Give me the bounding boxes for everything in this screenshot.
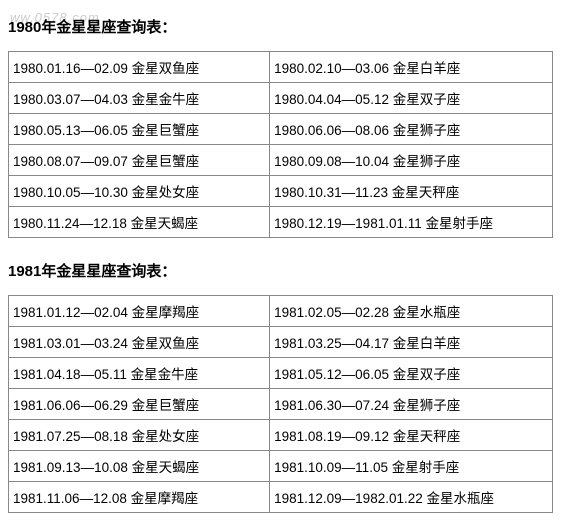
table-cell: 1981.04.18—05.11 金星金牛座 bbox=[9, 358, 270, 389]
table-row: 1981.04.18—05.11 金星金牛座 1981.05.12—06.05 … bbox=[9, 358, 553, 389]
table-cell: 1980.05.13—06.05 金星巨蟹座 bbox=[9, 114, 270, 145]
table-cell: 1981.01.12—02.04 金星摩羯座 bbox=[9, 296, 270, 327]
table-cell: 1981.06.06—06.29 金星巨蟹座 bbox=[9, 389, 270, 420]
table-cell: 1981.07.25—08.18 金星处女座 bbox=[9, 420, 270, 451]
table-cell: 1981.08.19—09.12 金星天秤座 bbox=[270, 420, 553, 451]
table-cell: 1980.10.05—10.30 金星处女座 bbox=[9, 176, 270, 207]
table-cell: 1980.04.04—05.12 金星双子座 bbox=[270, 83, 553, 114]
section-1980: 1980年金星星座查询表： 1980.01.16—02.09 金星双鱼座 198… bbox=[8, 16, 553, 238]
table-cell: 1980.09.08—10.04 金星狮子座 bbox=[270, 145, 553, 176]
table-cell: 1981.12.09—1982.01.22 金星水瓶座 bbox=[270, 482, 553, 513]
table-cell: 1980.06.06—08.06 金星狮子座 bbox=[270, 114, 553, 145]
table-cell: 1980.11.24—12.18 金星天蝎座 bbox=[9, 207, 270, 238]
table-row: 1981.06.06—06.29 金星巨蟹座 1981.06.30—07.24 … bbox=[9, 389, 553, 420]
table-cell: 1981.05.12—06.05 金星双子座 bbox=[270, 358, 553, 389]
table-row: 1981.01.12—02.04 金星摩羯座 1981.02.05—02.28 … bbox=[9, 296, 553, 327]
table-row: 1980.08.07—09.07 金星巨蟹座 1980.09.08—10.04 … bbox=[9, 145, 553, 176]
table-row: 1981.09.13—10.08 金星天蝎座 1981.10.09—11.05 … bbox=[9, 451, 553, 482]
table-row: 1980.11.24—12.18 金星天蝎座 1980.12.19—1981.0… bbox=[9, 207, 553, 238]
section-1981: 1981年金星星座查询表： 1981.01.12—02.04 金星摩羯座 198… bbox=[8, 260, 553, 513]
table-cell: 1981.03.25—04.17 金星白羊座 bbox=[270, 327, 553, 358]
table-cell: 1981.03.01—03.24 金星双鱼座 bbox=[9, 327, 270, 358]
table-cell: 1981.06.30—07.24 金星狮子座 bbox=[270, 389, 553, 420]
table-row: 1980.01.16—02.09 金星双鱼座 1980.02.10—03.06 … bbox=[9, 52, 553, 83]
table-row: 1981.11.06—12.08 金星摩羯座 1981.12.09—1982.0… bbox=[9, 482, 553, 513]
table-row: 1981.07.25—08.18 金星处女座 1981.08.19—09.12 … bbox=[9, 420, 553, 451]
table-cell: 1980.10.31—11.23 金星天秤座 bbox=[270, 176, 553, 207]
table-cell: 1980.08.07—09.07 金星巨蟹座 bbox=[9, 145, 270, 176]
table-cell: 1981.11.06—12.08 金星摩羯座 bbox=[9, 482, 270, 513]
venus-table-1980: 1980.01.16—02.09 金星双鱼座 1980.02.10—03.06 … bbox=[8, 51, 553, 238]
table-cell: 1981.10.09—11.05 金星射手座 bbox=[270, 451, 553, 482]
section-title-1981: 1981年金星星座查询表： bbox=[8, 260, 553, 281]
table-cell: 1981.02.05—02.28 金星水瓶座 bbox=[270, 296, 553, 327]
table-cell: 1980.02.10—03.06 金星白羊座 bbox=[270, 52, 553, 83]
table-row: 1980.10.05—10.30 金星处女座 1980.10.31—11.23 … bbox=[9, 176, 553, 207]
venus-table-1981: 1981.01.12—02.04 金星摩羯座 1981.02.05—02.28 … bbox=[8, 295, 553, 513]
table-row: 1980.03.07—04.03 金星金牛座 1980.04.04—05.12 … bbox=[9, 83, 553, 114]
table-row: 1981.03.01—03.24 金星双鱼座 1981.03.25—04.17 … bbox=[9, 327, 553, 358]
table-cell: 1981.09.13—10.08 金星天蝎座 bbox=[9, 451, 270, 482]
table-cell: 1980.01.16—02.09 金星双鱼座 bbox=[9, 52, 270, 83]
table-cell: 1980.12.19—1981.01.11 金星射手座 bbox=[270, 207, 553, 238]
section-title-1980: 1980年金星星座查询表： bbox=[8, 16, 553, 37]
table-cell: 1980.03.07—04.03 金星金牛座 bbox=[9, 83, 270, 114]
table-row: 1980.05.13—06.05 金星巨蟹座 1980.06.06—08.06 … bbox=[9, 114, 553, 145]
